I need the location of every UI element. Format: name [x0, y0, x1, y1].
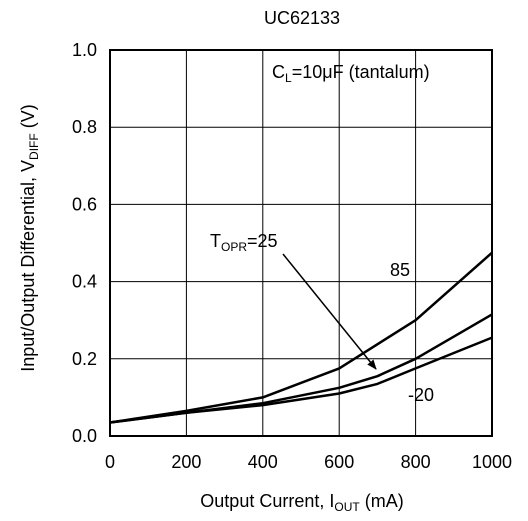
y-tick-label: 0.6 — [72, 194, 97, 214]
series-line-neg20 — [109, 336, 493, 424]
y-tick-label: 0.8 — [72, 117, 97, 137]
x-tick-label: 800 — [401, 452, 431, 472]
series-line-85 — [109, 251, 493, 424]
grid — [110, 50, 492, 436]
x-axis-label: Output Current, IOUT (mA) — [200, 491, 403, 514]
temperature-arrow — [282, 253, 377, 370]
series-line-25 — [109, 313, 493, 424]
series-label-neg20: -20 — [408, 385, 434, 405]
series-label-85: 85 — [390, 260, 410, 280]
x-tick-label: 400 — [248, 452, 278, 472]
x-tick-label: 1000 — [472, 452, 512, 472]
y-tick-label: 0.4 — [72, 272, 97, 292]
temperature-label: TOPR=25 — [210, 231, 278, 254]
plot-frame — [109, 49, 493, 437]
x-tick-label: 0 — [105, 452, 115, 472]
y-axis-label: Input/Output Differential, VDIFF (V) — [18, 104, 41, 371]
condition-label: CL=10μF (tantalum) — [272, 62, 430, 85]
x-tick-label: 200 — [171, 452, 201, 472]
x-tick-label: 600 — [324, 452, 354, 472]
series-lines — [109, 251, 493, 424]
tick-labels: 0 200 400 600 800 1000 0.0 0.2 0.4 0.6 0.8 1.0 — [72, 40, 512, 472]
y-tick-label: 0.2 — [72, 349, 97, 369]
y-tick-label: 0.0 — [72, 426, 97, 446]
chart-title: UC62133 — [264, 8, 340, 28]
y-tick-label: 1.0 — [72, 40, 97, 60]
